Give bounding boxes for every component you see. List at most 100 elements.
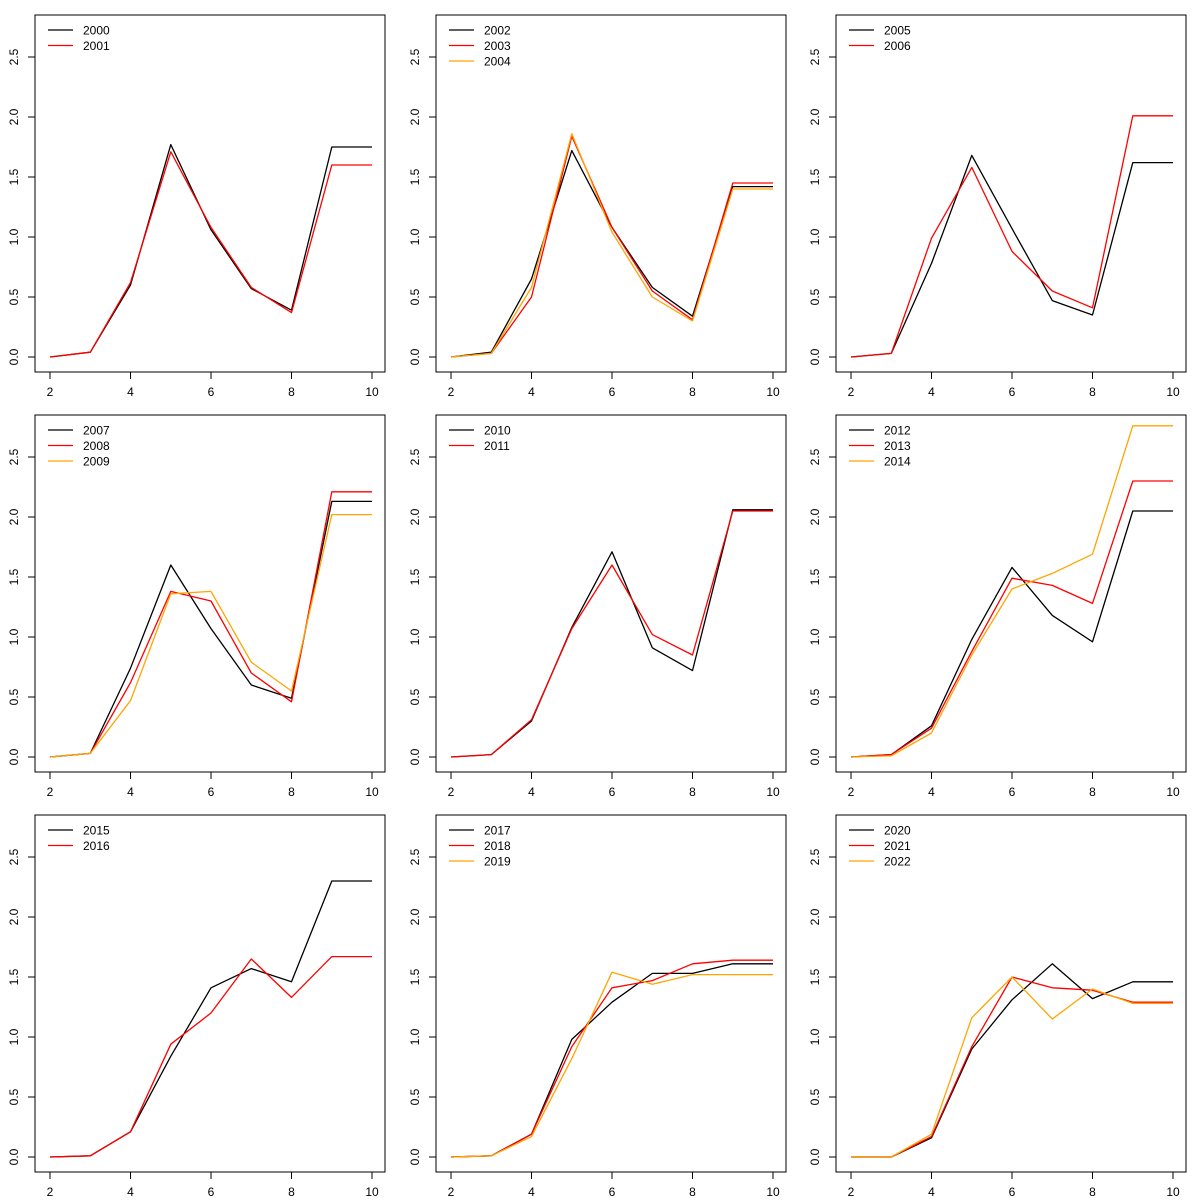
series-line-2009	[49, 513, 372, 758]
x-tick-label: 2	[448, 1185, 455, 1199]
series-line-2020	[851, 963, 1173, 1158]
y-tick-label: 0.0	[808, 1148, 822, 1165]
x-tick-label: 6	[609, 385, 616, 399]
y-tick-label: 0.0	[808, 348, 822, 365]
plot-frame	[435, 14, 787, 373]
y-tick-label: 1.5	[808, 568, 822, 585]
legend-label: 2018	[484, 839, 511, 853]
x-tick-label: 4	[928, 1185, 935, 1199]
y-tick-label: 0.5	[408, 688, 422, 705]
y-tick-label: 0.5	[7, 288, 21, 305]
y-tick-label: 0.0	[808, 748, 822, 765]
plot-frame	[835, 414, 1187, 773]
y-tick-label: 1.0	[808, 628, 822, 645]
series-line-2022	[851, 976, 1173, 1158]
x-tick-label: 10	[365, 385, 379, 399]
series-line-2007	[49, 500, 372, 758]
series-line-2012	[850, 510, 1173, 758]
x-tick-label: 2	[47, 1185, 54, 1199]
x-tick-label: 6	[1009, 785, 1016, 799]
x-tick-label: 4	[528, 1185, 535, 1199]
legend-label: 2009	[83, 455, 110, 469]
y-tick-label: 2.0	[808, 108, 822, 125]
series-line-2006	[850, 115, 1173, 358]
y-tick-label: 0.0	[7, 748, 21, 765]
x-tick-label: 2	[848, 385, 855, 399]
series-line-2017	[450, 963, 773, 1158]
x-tick-label: 8	[689, 385, 696, 399]
x-tick-label: 10	[1166, 785, 1180, 799]
x-tick-label: 2	[848, 1185, 855, 1199]
y-tick-label: 0.5	[7, 688, 21, 705]
plot-frame	[34, 814, 386, 1173]
x-tick-label: 8	[1089, 1185, 1096, 1199]
series-line-2018	[450, 959, 773, 1158]
y-tick-label: 2.0	[7, 508, 21, 525]
y-tick-label: 1.5	[408, 568, 422, 585]
y-tick-label: 1.0	[808, 1028, 822, 1045]
y-tick-label: 2.5	[408, 448, 422, 465]
x-tick-label: 6	[1009, 1185, 1016, 1199]
y-tick-label: 1.5	[808, 168, 822, 185]
x-tick-label: 4	[928, 385, 935, 399]
legend-label: 2002	[484, 24, 511, 38]
y-tick-label: 1.0	[7, 628, 21, 645]
y-tick-label: 2.5	[408, 48, 422, 65]
x-tick-label: 10	[365, 1185, 379, 1199]
legend-label: 2019	[484, 855, 511, 869]
y-tick-label: 1.0	[408, 228, 422, 245]
x-tick-label: 4	[127, 385, 134, 399]
y-tick-label: 2.0	[7, 908, 21, 925]
y-tick-label: 2.0	[408, 908, 422, 925]
x-tick-label: 6	[609, 785, 616, 799]
y-tick-label: 2.0	[7, 108, 21, 125]
legend-label: 2022	[884, 855, 911, 869]
y-tick-label: 2.0	[408, 508, 422, 525]
x-tick-label: 10	[1166, 385, 1180, 399]
y-tick-label: 1.0	[408, 628, 422, 645]
x-tick-label: 8	[689, 785, 696, 799]
plot-frame	[435, 814, 787, 1173]
series-line-2001	[49, 151, 372, 358]
y-tick-label: 2.5	[808, 448, 822, 465]
legend-label: 2000	[83, 24, 110, 38]
x-tick-label: 2	[448, 785, 455, 799]
series-line-2015	[49, 880, 372, 1158]
x-tick-label: 8	[1089, 785, 1096, 799]
y-tick-label: 0.5	[7, 1088, 21, 1105]
y-tick-label: 1.0	[7, 1028, 21, 1045]
legend-label: 2003	[484, 39, 511, 53]
series-line-2014	[850, 425, 1173, 758]
series-line-2008	[49, 491, 372, 758]
x-tick-label: 10	[766, 385, 780, 399]
x-tick-label: 6	[609, 1185, 616, 1199]
x-tick-label: 8	[288, 785, 295, 799]
legend-label: 2001	[83, 39, 110, 53]
x-tick-label: 8	[689, 1185, 696, 1199]
legend-label: 2012	[884, 424, 911, 438]
y-tick-label: 0.0	[7, 348, 21, 365]
legend-label: 2014	[884, 455, 911, 469]
legend-label: 2016	[83, 839, 110, 853]
x-tick-label: 2	[47, 385, 54, 399]
y-tick-label: 1.5	[7, 968, 21, 985]
y-tick-label: 0.5	[408, 288, 422, 305]
x-tick-label: 8	[1089, 385, 1096, 399]
y-tick-label: 0.0	[408, 348, 422, 365]
series-line-2013	[850, 480, 1173, 758]
y-tick-label: 0.0	[408, 1148, 422, 1165]
y-tick-label: 1.0	[408, 1028, 422, 1045]
x-tick-label: 4	[528, 785, 535, 799]
